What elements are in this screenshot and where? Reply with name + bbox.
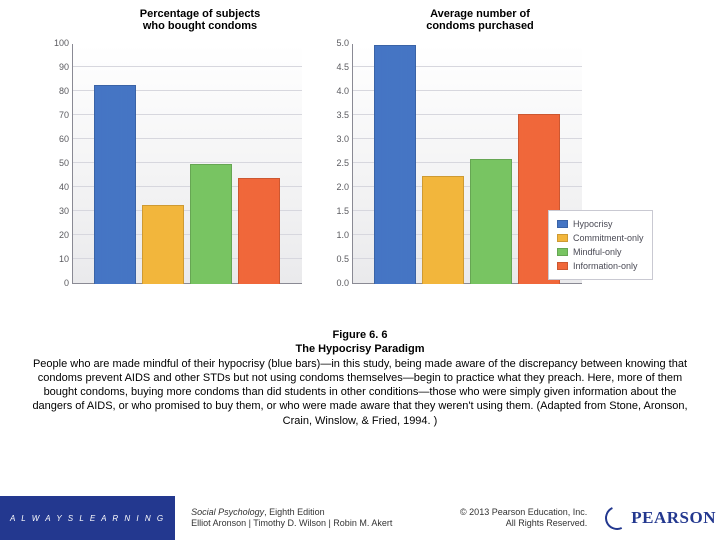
ytick-label: 100 xyxy=(54,38,73,48)
book-edition: , Eighth Edition xyxy=(264,507,325,517)
bar xyxy=(422,176,464,284)
legend-label: Commitment-only xyxy=(573,233,644,243)
ytick-label: 0.5 xyxy=(336,254,353,264)
pearson-wordmark: PEARSON xyxy=(631,508,716,528)
ytick-label: 4.0 xyxy=(336,86,353,96)
ytick-label: 3.0 xyxy=(336,134,353,144)
bar xyxy=(470,159,512,284)
bars-percentage xyxy=(72,44,302,284)
ytick-label: 80 xyxy=(59,86,73,96)
legend-item: Information-only xyxy=(557,259,644,273)
legend-item: Commitment-only xyxy=(557,231,644,245)
legend-swatch xyxy=(557,248,568,256)
ytick-label: 20 xyxy=(59,230,73,240)
ytick-label: 40 xyxy=(59,182,73,192)
legend-label: Hypocrisy xyxy=(573,219,613,229)
ytick-label: 1.5 xyxy=(336,206,353,216)
legend-item: Hypocrisy xyxy=(557,217,644,231)
ytick-label: 5.0 xyxy=(336,38,353,48)
bar xyxy=(190,164,232,284)
ytick-label: 90 xyxy=(59,62,73,72)
plot-area: 0102030405060708090100 0.0 0.5 1.0 1.5 2.0 2.… xyxy=(60,44,620,304)
always-learning-badge: A L W A Y S L E A R N I N G xyxy=(0,496,175,540)
footer: A L W A Y S L E A R N I N G Social Psych… xyxy=(0,496,720,540)
chart-titles: Percentage of subjectswho bought condoms… xyxy=(60,8,620,32)
ytick-label: 30 xyxy=(59,206,73,216)
figure-title: The Hypocrisy Paradigm xyxy=(296,343,425,355)
pearson-logo: PEARSON xyxy=(605,506,716,530)
legend: Hypocrisy Commitment-only Mindful-only Info… xyxy=(548,210,653,280)
ytick-label: 2.5 xyxy=(336,158,353,168)
ytick-label: 4.5 xyxy=(336,62,353,72)
chart-title-2: Average number ofcondoms purchased xyxy=(340,8,620,32)
book-authors: Elliot Aronson | Timothy D. Wilson | Rob… xyxy=(191,518,392,528)
figure-caption: Figure 6. 6 The Hypocrisy Paradigm Peopl… xyxy=(30,328,690,428)
copyright-line1: © 2013 Pearson Education, Inc. xyxy=(460,507,587,517)
ytick-label: 1.0 xyxy=(336,230,353,240)
copyright-line2: All Rights Reserved. xyxy=(506,518,588,528)
legend-label: Information-only xyxy=(573,261,638,271)
ytick-label: 60 xyxy=(59,134,73,144)
book-info: Social Psychology, Eighth Edition Elliot… xyxy=(191,507,392,530)
legend-swatch xyxy=(557,234,568,242)
figure-number: Figure 6. 6 xyxy=(332,329,387,341)
legend-swatch xyxy=(557,262,568,270)
book-title: Social Psychology xyxy=(191,507,264,517)
chart-area: Percentage of subjectswho bought condoms… xyxy=(60,8,620,318)
bar xyxy=(94,85,136,284)
legend-label: Mindful-only xyxy=(573,247,622,257)
bar xyxy=(374,45,416,284)
ytick-label: 0.0 xyxy=(336,278,353,288)
legend-swatch xyxy=(557,220,568,228)
ytick-label: 10 xyxy=(59,254,73,264)
chart-title-1: Percentage of subjectswho bought condoms xyxy=(60,8,340,32)
ytick-label: 2.0 xyxy=(336,182,353,192)
ytick-label: 3.5 xyxy=(336,110,353,120)
ytick-label: 50 xyxy=(59,158,73,168)
pearson-arc-icon xyxy=(602,503,633,534)
copyright: © 2013 Pearson Education, Inc. All Right… xyxy=(460,507,595,530)
caption-body: People who are made mindful of their hyp… xyxy=(32,358,687,427)
bar xyxy=(142,205,184,284)
bar xyxy=(238,178,280,284)
ytick-label: 70 xyxy=(59,110,73,120)
panel-percentage: 0102030405060708090100 xyxy=(72,44,302,284)
legend-item: Mindful-only xyxy=(557,245,644,259)
